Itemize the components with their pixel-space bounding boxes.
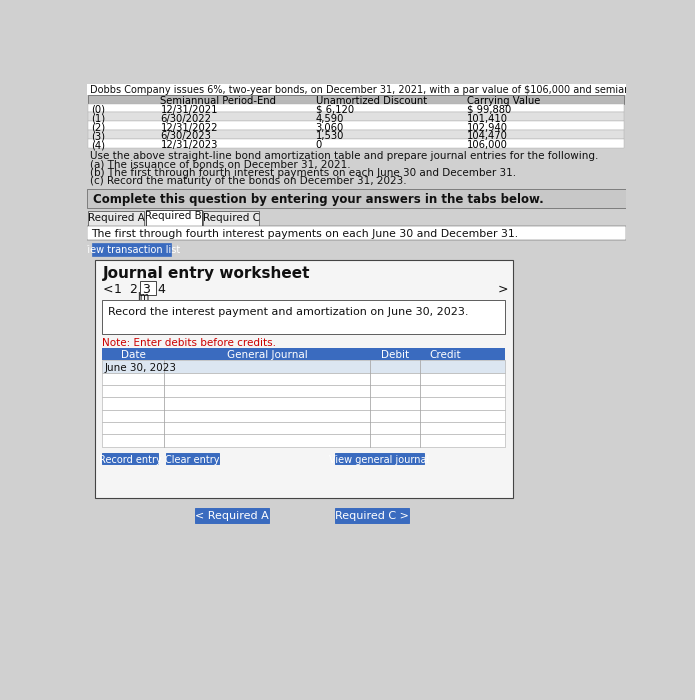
Text: 102,940: 102,940 — [466, 122, 507, 132]
Text: 3,060: 3,060 — [316, 122, 344, 132]
Text: General Journal: General Journal — [227, 350, 307, 360]
Bar — [87, 189, 626, 208]
Bar — [102, 422, 505, 434]
Text: Required C: Required C — [202, 213, 259, 223]
Text: Record entry: Record entry — [99, 455, 162, 465]
Text: 12/31/2023: 12/31/2023 — [161, 140, 218, 150]
Bar — [335, 508, 409, 523]
Text: 4: 4 — [157, 284, 165, 296]
Text: Note: Enter debits before credits.: Note: Enter debits before credits. — [102, 338, 277, 348]
Text: 1,530: 1,530 — [316, 132, 344, 141]
Text: June 30, 2023: June 30, 2023 — [105, 363, 177, 373]
Bar — [88, 104, 624, 113]
Bar — [87, 84, 626, 95]
Text: Carrying Value: Carrying Value — [466, 96, 540, 106]
Text: 1: 1 — [114, 284, 122, 296]
Bar — [102, 434, 505, 447]
Text: 12/31/2022: 12/31/2022 — [161, 122, 218, 132]
Text: Date: Date — [121, 350, 146, 360]
Text: (c) Record the maturity of the bonds on December 31, 2023.: (c) Record the maturity of the bonds on … — [90, 176, 407, 186]
Text: (3): (3) — [92, 132, 106, 141]
Text: Clear entry: Clear entry — [165, 455, 220, 465]
Bar — [102, 348, 505, 360]
Text: Required C >: Required C > — [335, 511, 409, 522]
Bar — [166, 453, 219, 464]
Text: Journal entry worksheet: Journal entry worksheet — [102, 266, 310, 281]
Bar — [195, 508, 269, 523]
Text: (b) The first through fourth interest payments on each June 30 and December 31.: (b) The first through fourth interest pa… — [90, 168, 516, 178]
Text: (1): (1) — [92, 113, 106, 124]
Bar — [335, 453, 424, 464]
Bar — [88, 113, 624, 121]
Text: (4): (4) — [92, 140, 106, 150]
Text: 3: 3 — [142, 284, 149, 296]
Bar — [88, 211, 145, 227]
Bar — [102, 453, 158, 464]
Bar — [87, 227, 626, 239]
Bar — [102, 360, 505, 372]
Text: 4,590: 4,590 — [316, 113, 344, 124]
Bar — [102, 385, 505, 398]
Bar — [203, 211, 259, 227]
Text: >: > — [498, 283, 508, 295]
Text: 106,000: 106,000 — [466, 140, 507, 150]
Bar — [88, 121, 624, 130]
Bar — [92, 243, 170, 256]
Text: Record the interest payment and amortization on June 30, 2023.: Record the interest payment and amortiza… — [108, 307, 468, 317]
Bar — [140, 281, 156, 295]
Text: <: < — [102, 283, 113, 295]
Text: $ 6,120: $ 6,120 — [316, 105, 354, 115]
Bar — [95, 260, 513, 498]
Text: Complete this question by entering your answers in the tabs below.: Complete this question by entering your … — [93, 193, 543, 206]
Text: Credit: Credit — [430, 350, 461, 360]
Text: 2: 2 — [129, 284, 138, 296]
Text: lm: lm — [138, 292, 149, 302]
Bar — [146, 209, 202, 227]
Bar — [88, 94, 624, 104]
Bar — [88, 139, 624, 148]
Bar — [102, 410, 505, 422]
Text: 104,470: 104,470 — [466, 132, 507, 141]
Text: View general journal: View general journal — [329, 455, 430, 465]
Text: (a) The issuance of bonds on December 31, 2021.: (a) The issuance of bonds on December 31… — [90, 160, 350, 169]
Text: (0): (0) — [92, 105, 106, 115]
Bar — [102, 372, 505, 385]
Text: Required A: Required A — [88, 213, 145, 223]
Text: Dobbs Company issues 6%, two-year bonds, on December 31, 2021, with a par value : Dobbs Company issues 6%, two-year bonds,… — [90, 85, 695, 95]
Text: Use the above straight-line bond amortization table and prepare journal entries : Use the above straight-line bond amortiz… — [90, 151, 598, 161]
Text: Unamortized Discount: Unamortized Discount — [316, 96, 427, 106]
Text: 0: 0 — [316, 140, 322, 150]
Text: Debit: Debit — [381, 350, 409, 360]
Text: 6/30/2022: 6/30/2022 — [161, 113, 211, 124]
Text: < Required A: < Required A — [195, 511, 269, 522]
Bar — [88, 130, 624, 139]
Text: 12/31/2021: 12/31/2021 — [161, 105, 218, 115]
Text: Semiannual Period-End: Semiannual Period-End — [161, 96, 277, 106]
Bar — [102, 398, 505, 410]
Text: $ 99,880: $ 99,880 — [466, 105, 511, 115]
Text: 6/30/2023: 6/30/2023 — [161, 132, 211, 141]
Text: (2): (2) — [92, 122, 106, 132]
Text: View transaction list: View transaction list — [81, 245, 181, 255]
Bar — [102, 300, 505, 335]
Text: The first through fourth interest payments on each June 30 and December 31.: The first through fourth interest paymen… — [92, 229, 518, 239]
Text: Required B: Required B — [145, 211, 202, 221]
Text: 101,410: 101,410 — [466, 113, 507, 124]
